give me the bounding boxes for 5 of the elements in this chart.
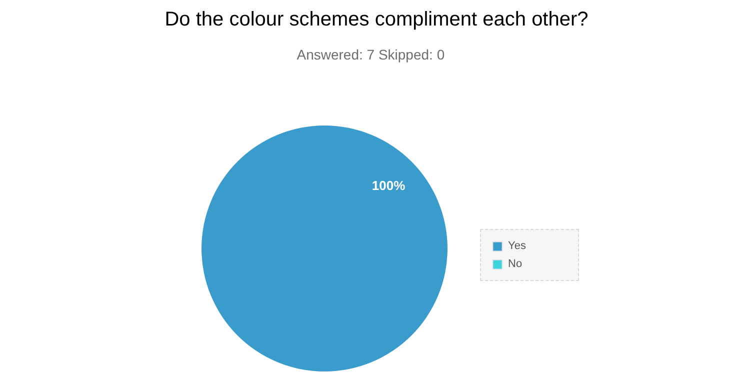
chart-title: Do the colour schemes compliment each other? [164, 8, 588, 30]
legend-label: No [508, 258, 524, 270]
data-label: 100% [372, 178, 406, 193]
legend-label: Yes [508, 240, 527, 252]
chart-subtitle: Answered: 7 Skipped: 0 [296, 46, 445, 62]
